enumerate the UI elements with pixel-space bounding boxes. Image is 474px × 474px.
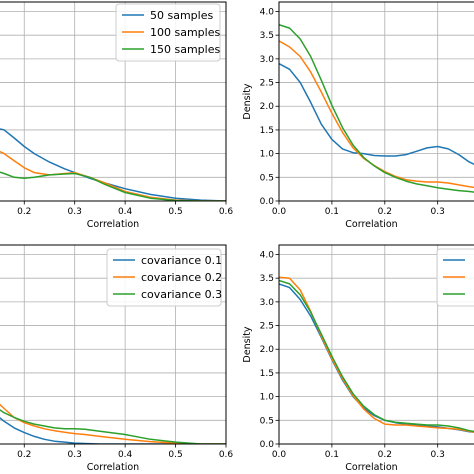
y-axis-label: Density [242,326,253,362]
series-line-1 [279,62,474,166]
chart-panel-4: 0.0 0.1 0.2 0.3 0.0 0.5 1.0 1.5 2.0 2.5 3.0 3.5 4.0 C… [242,244,474,473]
y-tick-label: 1.5 [260,126,274,136]
legend-box [106,248,222,307]
series-line-1 [0,417,226,444]
x-tick-label: 0.1 [325,450,339,460]
chart-panel-3: 0.2 0.3 0.4 0.5 0.6 Correlation covariance 0.1… [0,244,234,473]
y-tick-label: 4.0 [260,7,275,17]
y-tick-label: 3.5 [260,274,274,284]
x-tick-label: 0.6 [219,207,234,217]
legend-label-3: 150 samples [150,43,220,56]
y-tick-label: 0.0 [260,440,275,450]
y-tick-label: 1.0 [260,393,275,403]
axes-frame [278,244,474,445]
series-line-3 [279,279,474,433]
series-line-2 [0,150,226,201]
axes-frame [0,1,227,202]
y-tick-label: 1.5 [260,369,274,379]
x-tick-label: 0.2 [378,207,392,217]
x-tick-label: 0.1 [325,207,339,217]
x-tick-label: 0.4 [118,207,133,217]
legend-label-2: covariance 0.2 [141,271,222,284]
x-tick-label: 0.4 [118,450,133,460]
y-tick-label: 3.5 [260,31,274,41]
x-tick-label: 0.2 [378,450,392,460]
x-tick-label: 0.2 [17,207,31,217]
series-line-3 [0,409,226,444]
y-axis-label: Density [242,83,253,119]
series-line-1 [0,128,226,201]
x-axis-label: Correlation [87,462,139,473]
series-line-3 [279,23,474,193]
axes-frame [0,244,227,445]
legend-label-2: 100 samples [150,26,220,39]
y-tick-label: 1.0 [260,150,275,160]
x-tick-label: 0.2 [17,450,31,460]
x-tick-label: 0.5 [168,450,182,460]
y-tick-label: 0.5 [260,416,274,426]
chart-panel-2: 0.0 0.1 0.2 0.3 0.0 0.5 1.0 1.5 2.0 2.5 3.0 3.5 4.0 C… [242,1,474,230]
legend-box [115,3,221,62]
x-tick-label: 0.0 [272,450,287,460]
y-tick-label: 0.5 [260,173,274,183]
y-tick-label: 2.0 [260,102,275,112]
x-tick-label: 0.3 [68,207,82,217]
series-line-2 [279,40,474,189]
x-tick-label: 0.5 [168,207,182,217]
y-tick-label: 4.0 [260,250,275,260]
legend-label-3: covariance 0.3 [141,288,222,301]
y-tick-label: 2.0 [260,345,275,355]
legend-label-1: 50 samples [150,9,213,22]
y-tick-label: 2.5 [260,322,274,332]
x-axis-label: Correlation [345,219,397,230]
y-tick-label: 3.0 [260,55,275,65]
x-axis-label: Correlation [87,219,139,230]
y-tick-label: 2.5 [260,79,274,89]
x-tick-label: 0.3 [431,450,445,460]
x-tick-label: 0.3 [431,207,445,217]
x-tick-label: 0.3 [68,450,82,460]
series-line-3 [0,171,226,201]
y-tick-label: 0.0 [260,197,275,207]
x-tick-label: 0.0 [272,207,287,217]
x-tick-label: 0.6 [219,450,234,460]
legend-label-1: covariance 0.1 [141,254,222,267]
x-axis-label: Correlation [345,462,397,473]
axes-frame [278,1,474,202]
series-line-2 [0,403,226,444]
chart-panel-1: 0.2 0.3 0.4 0.5 0.6 Correlation 50 samples 100 … [0,1,234,230]
y-tick-label: 3.0 [260,298,275,308]
